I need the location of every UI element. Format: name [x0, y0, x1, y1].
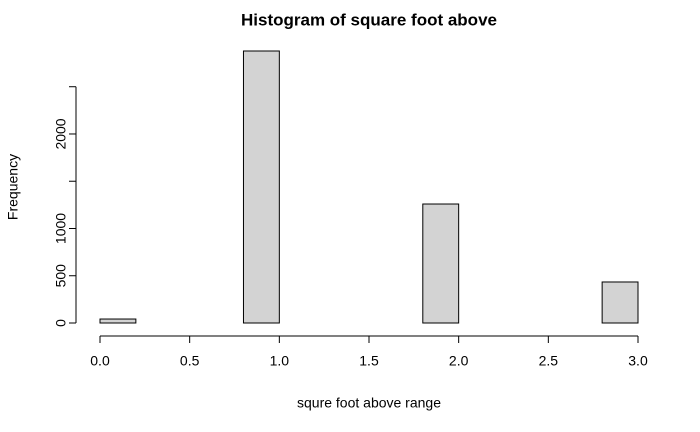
- x-tick-label: 1.5: [359, 353, 379, 369]
- y-tick-label: 500: [53, 264, 69, 288]
- x-tick-label: 1.0: [270, 353, 290, 369]
- x-tick-label: 0.0: [90, 353, 110, 369]
- x-axis-label: squre foot above range: [297, 395, 441, 411]
- y-axis-label: Frequency: [5, 154, 21, 220]
- x-tick-label: 2.0: [449, 353, 469, 369]
- y-tick-label: 2000: [53, 118, 69, 149]
- x-tick-label: 3.0: [628, 353, 648, 369]
- y-tick-label: 0: [53, 319, 69, 327]
- x-tick-label: 2.5: [539, 353, 559, 369]
- bar: [422, 203, 460, 324]
- bar: [601, 281, 639, 324]
- bar: [242, 50, 280, 324]
- y-tick-label: 1000: [53, 213, 69, 244]
- x-tick-label: 0.5: [180, 353, 200, 369]
- chart-title: Histogram of square foot above: [241, 10, 497, 29]
- bar: [99, 318, 137, 324]
